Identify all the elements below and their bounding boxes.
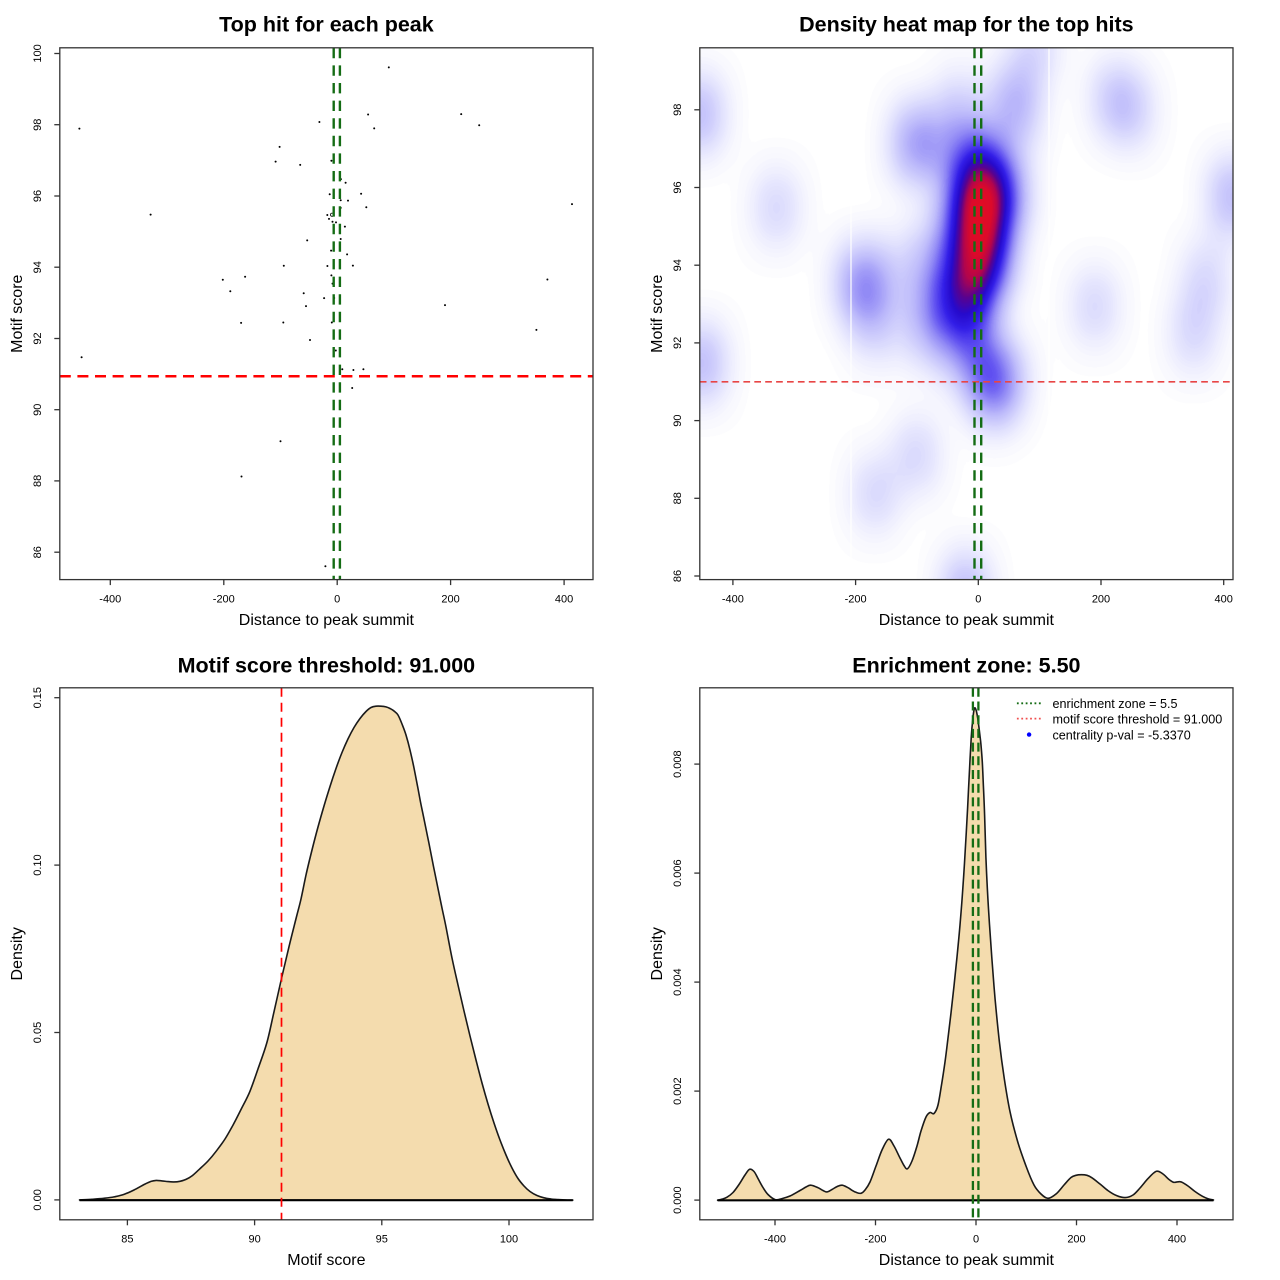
svg-text:86: 86 (672, 570, 684, 582)
svg-text:Density heat map for the top h: Density heat map for the top hits (799, 13, 1134, 37)
svg-text:88: 88 (672, 492, 684, 504)
svg-text:0.008: 0.008 (672, 750, 684, 778)
svg-text:0.004: 0.004 (672, 968, 684, 996)
svg-text:0.10: 0.10 (32, 854, 44, 875)
svg-text:Distance to peak summit: Distance to peak summit (879, 1252, 1055, 1269)
svg-text:94: 94 (672, 259, 684, 271)
svg-text:92: 92 (32, 332, 44, 344)
svg-text:94: 94 (32, 261, 44, 273)
svg-text:0.00: 0.00 (32, 1189, 44, 1210)
svg-text:Density: Density (9, 927, 26, 980)
svg-text:90: 90 (32, 404, 44, 416)
svg-text:100: 100 (500, 1233, 518, 1245)
svg-text:0.000: 0.000 (672, 1186, 684, 1214)
svg-text:0.05: 0.05 (32, 1022, 44, 1043)
svg-text:0.006: 0.006 (672, 859, 684, 887)
svg-text:100: 100 (32, 44, 44, 62)
svg-text:-200: -200 (845, 594, 867, 606)
svg-text:88: 88 (32, 475, 44, 487)
svg-text:Density: Density (649, 927, 666, 980)
svg-text:96: 96 (672, 181, 684, 193)
svg-text:-400: -400 (764, 1233, 786, 1245)
svg-text:95: 95 (376, 1233, 388, 1245)
svg-text:Distance to peak summit: Distance to peak summit (879, 612, 1055, 629)
svg-text:90: 90 (248, 1233, 260, 1245)
svg-text:200: 200 (441, 594, 459, 606)
svg-text:Motif score: Motif score (287, 1252, 365, 1269)
svg-text:motif score threshold = 91.000: motif score threshold = 91.000 (1053, 713, 1223, 727)
svg-text:86: 86 (32, 546, 44, 558)
svg-text:-200: -200 (213, 594, 235, 606)
svg-text:92: 92 (672, 337, 684, 349)
svg-text:Motif score: Motif score (649, 274, 666, 352)
svg-text:centrality p-val = -5.3370: centrality p-val = -5.3370 (1053, 729, 1191, 743)
svg-text:Motif score threshold: 91.000: Motif score threshold: 91.000 (178, 654, 476, 678)
svg-text:Distance to peak summit: Distance to peak summit (239, 612, 415, 629)
svg-text:400: 400 (555, 594, 573, 606)
svg-text:enrichment zone = 5.5: enrichment zone = 5.5 (1053, 697, 1178, 711)
svg-text:Top hit for each peak: Top hit for each peak (219, 13, 434, 37)
svg-text:0: 0 (973, 1233, 979, 1245)
svg-text:200: 200 (1092, 594, 1110, 606)
svg-text:0.15: 0.15 (32, 687, 44, 708)
svg-text:Motif score: Motif score (9, 274, 26, 352)
svg-text:0: 0 (975, 594, 981, 606)
svg-text:0: 0 (334, 594, 340, 606)
svg-text:Enrichment zone: 5.50: Enrichment zone: 5.50 (852, 654, 1080, 678)
svg-text:96: 96 (32, 190, 44, 202)
svg-text:-400: -400 (99, 594, 121, 606)
svg-text:90: 90 (672, 414, 684, 426)
svg-text:0.002: 0.002 (672, 1077, 684, 1105)
svg-text:98: 98 (32, 119, 44, 131)
svg-text:-400: -400 (722, 594, 744, 606)
svg-text:400: 400 (1168, 1233, 1186, 1245)
svg-text:85: 85 (121, 1233, 133, 1245)
svg-text:400: 400 (1215, 594, 1233, 606)
svg-text:98: 98 (672, 104, 684, 116)
svg-text:-200: -200 (864, 1233, 886, 1245)
svg-text:200: 200 (1067, 1233, 1085, 1245)
